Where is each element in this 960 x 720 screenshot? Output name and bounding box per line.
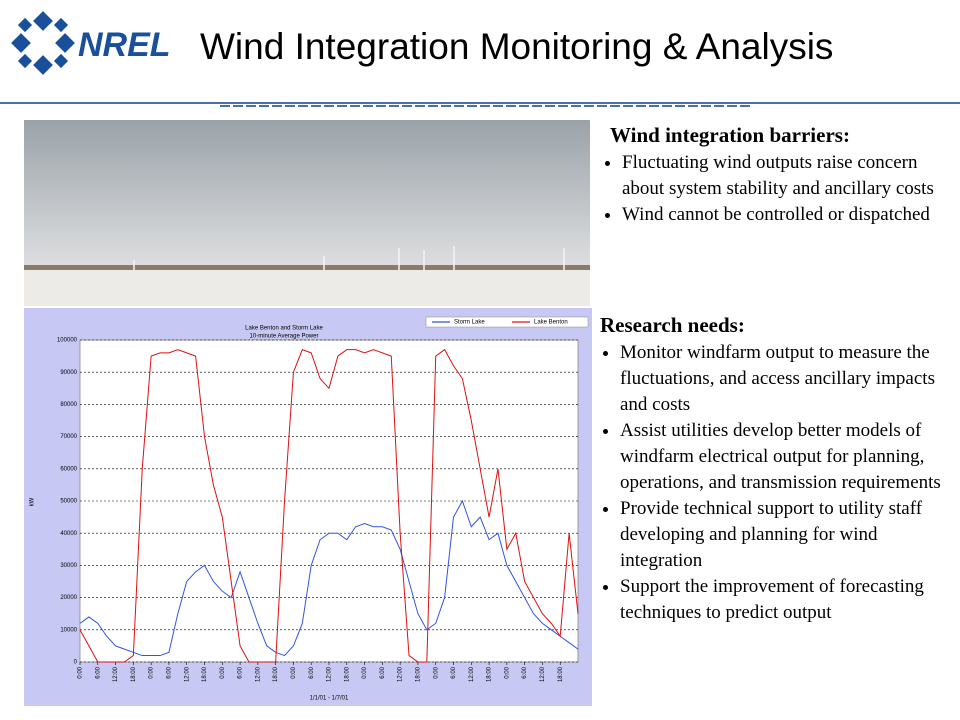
x-tick-label: 12:00 xyxy=(255,666,261,682)
y-tick-label: 10000 xyxy=(60,627,77,633)
y-tick-label: 70000 xyxy=(60,434,77,440)
x-tick-label: 0:00 xyxy=(149,666,155,678)
bullet: Assist utilities develop better models o… xyxy=(620,418,958,496)
bullet: Support the improvement of forecasting t… xyxy=(620,574,958,626)
x-tick-label: 6:00 xyxy=(309,666,315,678)
x-tick-label: 18:00 xyxy=(344,666,350,682)
logo: NREL xyxy=(11,11,171,75)
x-tick-label: 0:00 xyxy=(291,666,297,678)
x-tick-label: 0:00 xyxy=(362,666,368,678)
y-axis-label: kW xyxy=(30,497,36,506)
x-tick-label: 18:00 xyxy=(131,666,137,682)
bullet: Monitor windfarm output to measure the f… xyxy=(620,340,958,418)
photo xyxy=(24,120,590,306)
y-tick-label: 50000 xyxy=(60,499,77,505)
y-tick-label: 40000 xyxy=(60,531,77,537)
legend-label: Storm Lake xyxy=(454,320,485,326)
needs-list: Monitor windfarm output to measure the f… xyxy=(600,340,958,626)
barriers: Wind integration barriers: Fluctuating w… xyxy=(600,122,958,228)
y-tick-label: 60000 xyxy=(60,466,77,472)
x-tick-label: 0:00 xyxy=(504,666,510,678)
chart-subtitle: 10-minute Average Power xyxy=(250,334,319,340)
y-tick-label: 90000 xyxy=(60,370,77,376)
y-tick-label: 100000 xyxy=(57,338,78,344)
x-tick-label: 6:00 xyxy=(522,666,528,678)
bullet: Wind cannot be controlled or dispatched xyxy=(622,202,958,228)
barriers-heading: Wind integration barriers: xyxy=(610,123,850,147)
x-tick-label: 6:00 xyxy=(380,666,386,678)
chart: Lake Benton and Storm Lake 10-minute Ave… xyxy=(24,308,592,706)
x-axis-label: 1/1/01 - 1/7/01 xyxy=(310,696,349,702)
legend-label: Lake Benton xyxy=(534,320,568,326)
divider xyxy=(0,102,960,107)
x-tick-label: 18:00 xyxy=(273,666,279,682)
x-tick-label: 18:00 xyxy=(558,666,564,682)
needs-heading: Research needs: xyxy=(600,313,745,337)
x-tick-label: 6:00 xyxy=(238,666,244,678)
needs: Research needs: Monitor windfarm output … xyxy=(600,312,958,626)
x-tick-label: 6:00 xyxy=(451,666,457,678)
chart-title: Lake Benton and Storm Lake xyxy=(245,326,323,332)
x-tick-label: 12:00 xyxy=(113,666,119,682)
series-line xyxy=(79,348,579,663)
y-tick-label: 80000 xyxy=(60,402,77,408)
y-tick-label: 30000 xyxy=(60,563,77,569)
x-tick-label: 6:00 xyxy=(167,666,173,678)
legend xyxy=(425,316,589,328)
bullet: Provide technical support to utility sta… xyxy=(620,496,958,574)
slide-title: Wind Integration Monitoring & Analysis xyxy=(200,26,834,67)
x-tick-label: 12:00 xyxy=(327,666,333,682)
logo-text: NREL xyxy=(78,26,171,64)
x-tick-label: 18:00 xyxy=(487,666,493,682)
series-line xyxy=(79,499,579,657)
x-tick-label: 12:00 xyxy=(469,666,475,682)
x-tick-label: 12:00 xyxy=(540,666,546,682)
x-tick-label: 12:00 xyxy=(184,666,190,682)
x-tick-label: 0:00 xyxy=(220,666,226,678)
x-tick-label: 6:00 xyxy=(95,666,101,678)
x-tick-label: 18:00 xyxy=(416,666,422,682)
bullet: Fluctuating wind outputs raise concern a… xyxy=(622,150,958,202)
y-tick-label: 20000 xyxy=(60,595,77,601)
x-tick-label: 0:00 xyxy=(78,666,84,678)
x-tick-label: 0:00 xyxy=(433,666,439,678)
x-tick-label: 12:00 xyxy=(398,666,404,682)
y-tick-label: 0 xyxy=(74,660,78,666)
barriers-list: Fluctuating wind outputs raise concern a… xyxy=(600,150,958,228)
x-tick-label: 18:00 xyxy=(202,666,208,682)
